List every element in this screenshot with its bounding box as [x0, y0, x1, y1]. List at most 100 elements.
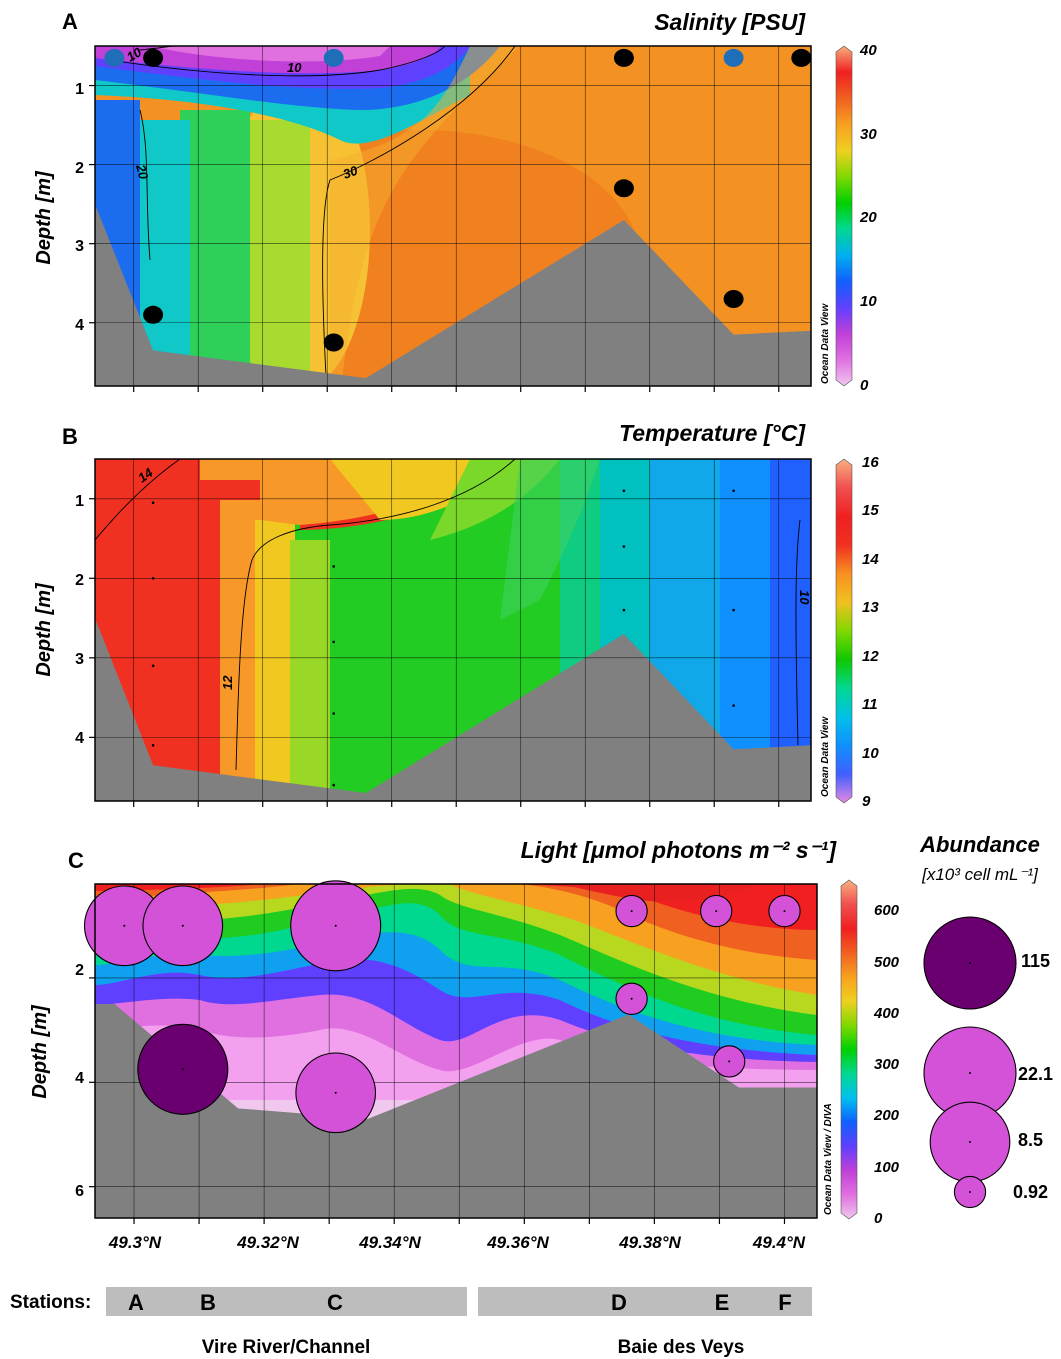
colorbar-a: 40 30 20 10 0 [835, 42, 877, 394]
panel-a-ylabel: Depth [m] [33, 170, 55, 265]
stations-label: Stations: [10, 1292, 91, 1313]
abundance-bubble-center [630, 910, 633, 913]
x-tick-label: 49.38°N [618, 1233, 681, 1252]
panel-b: B Temperature [°C] Depth [m] 14 [33, 420, 879, 810]
abundance-bubbles [83, 880, 801, 1134]
region-label-vire: Vire River/Channel [202, 1337, 371, 1358]
stations-band-vire [106, 1287, 467, 1316]
x-tick-label: 49.3°N [108, 1233, 162, 1252]
depth-point [622, 608, 626, 612]
depth-point [332, 565, 336, 568]
y-ticks-b: 1 2 3 4 [75, 493, 84, 747]
sample-marker [323, 333, 344, 352]
y-ticks-c: 2 4 6 [75, 962, 84, 1200]
abundance-bubble-center [630, 997, 633, 1000]
abundance-bubble-center [783, 910, 786, 913]
depth-point [332, 783, 336, 787]
colorbar-tick: 100 [874, 1159, 900, 1176]
colorbar-tick: 30 [860, 126, 877, 143]
contour-label: 10 [287, 60, 302, 75]
salinity-contours [109, 46, 516, 377]
abundance-legend-title: Abundance [919, 832, 1040, 857]
bathymetry-c [95, 1004, 817, 1218]
depth-point [151, 501, 155, 505]
y-tick-label: 2 [75, 572, 84, 589]
colorbar-c: 600 500 400 300 200 100 0 [840, 879, 900, 1227]
colorbar-tick: 40 [859, 42, 877, 59]
colorbar-b: 16 15 14 13 12 11 10 9 [835, 454, 879, 810]
bathymetry-a [95, 204, 811, 386]
x-tick-label: 49.34°N [358, 1233, 421, 1252]
depth-point [732, 704, 735, 707]
contour-label: 10 [797, 590, 812, 605]
colorbar-tick: 0 [860, 377, 869, 394]
station-label: C [327, 1290, 343, 1315]
bathymetry-b [95, 618, 811, 801]
depth-point [622, 489, 626, 493]
y-tick-label: 4 [75, 317, 84, 334]
colorbar-tick: 15 [862, 502, 879, 519]
abundance-bubble-center [123, 924, 126, 927]
y-tick-label: 4 [75, 730, 84, 747]
station-label: E [715, 1290, 730, 1315]
depth-point [732, 608, 735, 612]
station-label: A [128, 1290, 144, 1315]
y-tick-label: 1 [75, 81, 84, 98]
colorbar-tick: 400 [873, 1005, 900, 1022]
colorbar-tick: 14 [862, 551, 879, 568]
x-tick-label: 49.4°N [752, 1233, 806, 1252]
abundance-bubble-center [181, 924, 184, 927]
colorbar-tick: 16 [862, 454, 879, 471]
grid-b [89, 459, 811, 807]
abundance-bubble-center [715, 910, 718, 913]
depth-point [622, 545, 626, 548]
sample-marker [723, 48, 744, 67]
seafloor [95, 204, 811, 386]
contour-label: 20 [133, 162, 152, 182]
panel-a-watermark: Ocean Data View [820, 303, 831, 384]
sample-marker [613, 179, 634, 198]
abundance-legend-bubbles [923, 916, 1017, 1209]
abundance-legend-value: 115 [1021, 951, 1050, 971]
stations-band-baie [478, 1287, 812, 1316]
colorbar-tick: 20 [859, 209, 877, 226]
abundance-bubble-center [728, 1060, 731, 1063]
sample-markers-a [104, 48, 812, 352]
panel-b-title: Temperature [°C] [619, 420, 806, 446]
x-ticks: 49.3°N 49.32°N 49.34°N 49.36°N 49.38°N 4… [108, 1233, 806, 1252]
panel-a-title: Salinity [PSU] [654, 9, 806, 35]
sample-marker [143, 48, 164, 67]
y-tick-label: 2 [75, 160, 84, 177]
panel-b-watermark: Ocean Data View [820, 716, 831, 797]
colorbar-tick: 10 [862, 745, 879, 762]
sample-marker [323, 48, 344, 67]
abundance-bubble-center [334, 1091, 337, 1094]
contour-label: 30 [341, 163, 360, 182]
panel-c-frame [94, 883, 818, 1219]
panel-b-ylabel: Depth [m] [33, 582, 55, 677]
station-label: D [611, 1290, 627, 1315]
colorbar-tick: 9 [862, 793, 871, 810]
sample-marker [723, 290, 744, 308]
contour-label: 12 [220, 675, 235, 690]
panel-b-label: B [62, 424, 78, 449]
sample-marker [104, 48, 125, 67]
sample-marker [613, 48, 634, 67]
sample-depth-points-b [151, 489, 735, 787]
panel-a: A Salinity [PSU] Depth [m] 10 10 [33, 9, 877, 394]
panel-c: C Light [μmol photons m⁻² s⁻¹] Depth [m]… [29, 837, 900, 1252]
colorbar-tick: 12 [862, 648, 879, 665]
colorbar-tick: 500 [874, 954, 900, 971]
grid-a [89, 46, 811, 392]
panel-a-label: A [62, 9, 78, 34]
y-tick-label: 6 [75, 1183, 84, 1200]
colorbar-tick: 300 [874, 1056, 900, 1073]
panel-c-ylabel: Depth [m] [29, 1004, 51, 1099]
colorbar-tick: 0 [874, 1210, 883, 1227]
x-tick-label: 49.32°N [236, 1233, 299, 1252]
depth-point [151, 577, 155, 580]
y-tick-label: 3 [75, 651, 84, 668]
y-tick-label: 4 [75, 1070, 84, 1087]
seafloor [95, 618, 811, 801]
y-tick-label: 1 [75, 493, 84, 510]
